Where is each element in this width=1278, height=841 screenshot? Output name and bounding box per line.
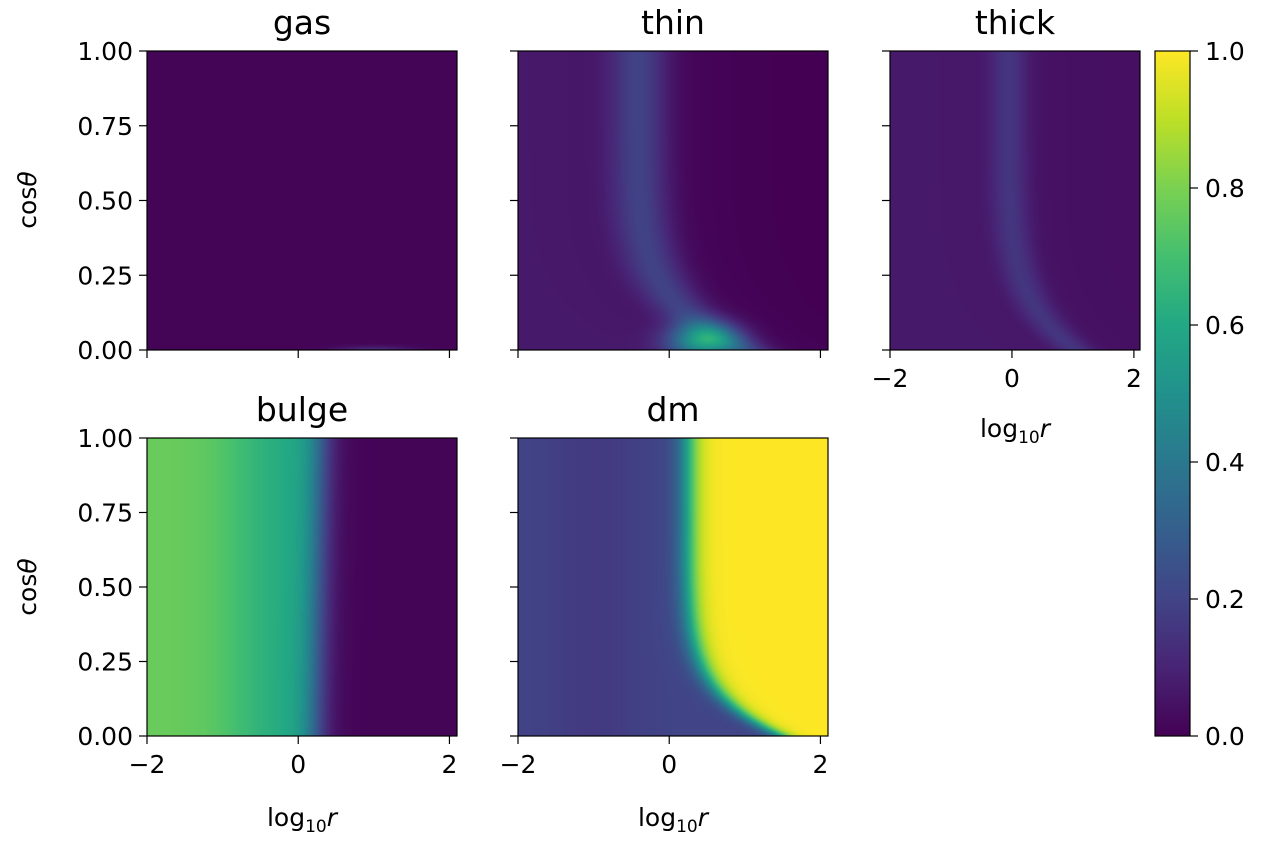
colorbar-gradient	[1155, 51, 1190, 736]
ytick-label-gas: 0.25	[77, 261, 133, 290]
heatmap-gas	[147, 51, 457, 350]
panel-title-dm: dm	[646, 390, 699, 429]
xtick-label-thick: −2	[872, 364, 909, 393]
panel-title-thick: thick	[975, 3, 1056, 42]
yticks-dm	[510, 437, 518, 737]
yticks-gas: 0.00 0.25 0.50 0.75 1.00	[77, 37, 147, 365]
colorbar-ticks: 0.0 0.2 0.4 0.6 0.8 1.0	[1190, 37, 1245, 751]
yticks-thick	[882, 50, 890, 351]
ytick-label-bulge: 0.25	[77, 648, 133, 677]
xtick-label-dm: 2	[812, 750, 828, 779]
colorbar-tick-label: 1.0	[1205, 37, 1245, 66]
colorbar-tick-label: 0.8	[1205, 174, 1245, 203]
xtick-label-dm: −2	[500, 750, 537, 779]
panel-thick: thick −2 0 2 log10r	[872, 3, 1142, 448]
x-axis-label-dm: log10r	[638, 803, 710, 837]
colorbar-tick-label: 0.4	[1205, 448, 1245, 477]
heatmap-dm	[518, 438, 828, 736]
xtick-label-bulge: −2	[129, 750, 166, 779]
xtick-label-dm: 0	[661, 750, 677, 779]
panel-gas: gas 0.00 0.25 0.50 0.75 1.00	[77, 3, 458, 365]
xticks-bulge: −2 0 2	[129, 736, 457, 779]
heatmap-thick	[890, 51, 1140, 350]
xticks-thick: −2 0 2	[872, 350, 1142, 393]
xtick-label-bulge: 0	[290, 750, 306, 779]
colorbar-tick-label: 0.0	[1205, 722, 1245, 751]
xtick-label-thick: 2	[1126, 364, 1142, 393]
x-axis-label-thick: log10r	[980, 414, 1052, 448]
xticks-gas	[146, 350, 451, 358]
panel-thin: thin	[510, 3, 829, 358]
y-axis-label-top: cosθ	[13, 171, 42, 228]
panel-title-gas: gas	[273, 3, 331, 42]
colorbar-tick-label: 0.6	[1205, 311, 1245, 340]
panel-bulge: bulge −2 0 2 0.00 0.25 0.50 0.75 1.00 log10r	[77, 390, 458, 837]
colorbar-tick-label: 0.2	[1205, 585, 1245, 614]
ytick-label-gas: 0.50	[77, 187, 133, 216]
xticks-dm: −2 0 2	[500, 736, 828, 779]
ytick-label-bulge: 0.50	[77, 573, 133, 602]
ytick-label-bulge: 1.00	[77, 424, 133, 453]
panel-dm: dm −2 0 2 log10r	[500, 390, 829, 837]
yticks-bulge: 0.00 0.25 0.50 0.75 1.00	[77, 424, 147, 751]
ytick-label-bulge: 0.00	[77, 722, 133, 751]
y-axis-label-bottom: cosθ	[13, 558, 42, 615]
heatmap-bulge	[147, 438, 457, 736]
x-axis-label-bulge: log10r	[267, 803, 339, 837]
xtick-label-bulge: 2	[441, 750, 457, 779]
colorbar-frame	[1154, 50, 1191, 737]
yticks-thin	[510, 50, 518, 351]
panel-title-bulge: bulge	[256, 390, 348, 429]
xtick-label-thick: 0	[1004, 364, 1020, 393]
panel-title-thin: thin	[641, 3, 705, 42]
ytick-label-gas: 1.00	[77, 37, 133, 66]
heatmap-thin	[518, 51, 828, 350]
xticks-thin	[517, 350, 822, 358]
ytick-label-bulge: 0.75	[77, 499, 133, 528]
ytick-label-gas: 0.75	[77, 112, 133, 141]
colorbar: 0.0 0.2 0.4 0.6 0.8 1.0	[1154, 37, 1245, 751]
ytick-label-gas: 0.00	[77, 336, 133, 365]
